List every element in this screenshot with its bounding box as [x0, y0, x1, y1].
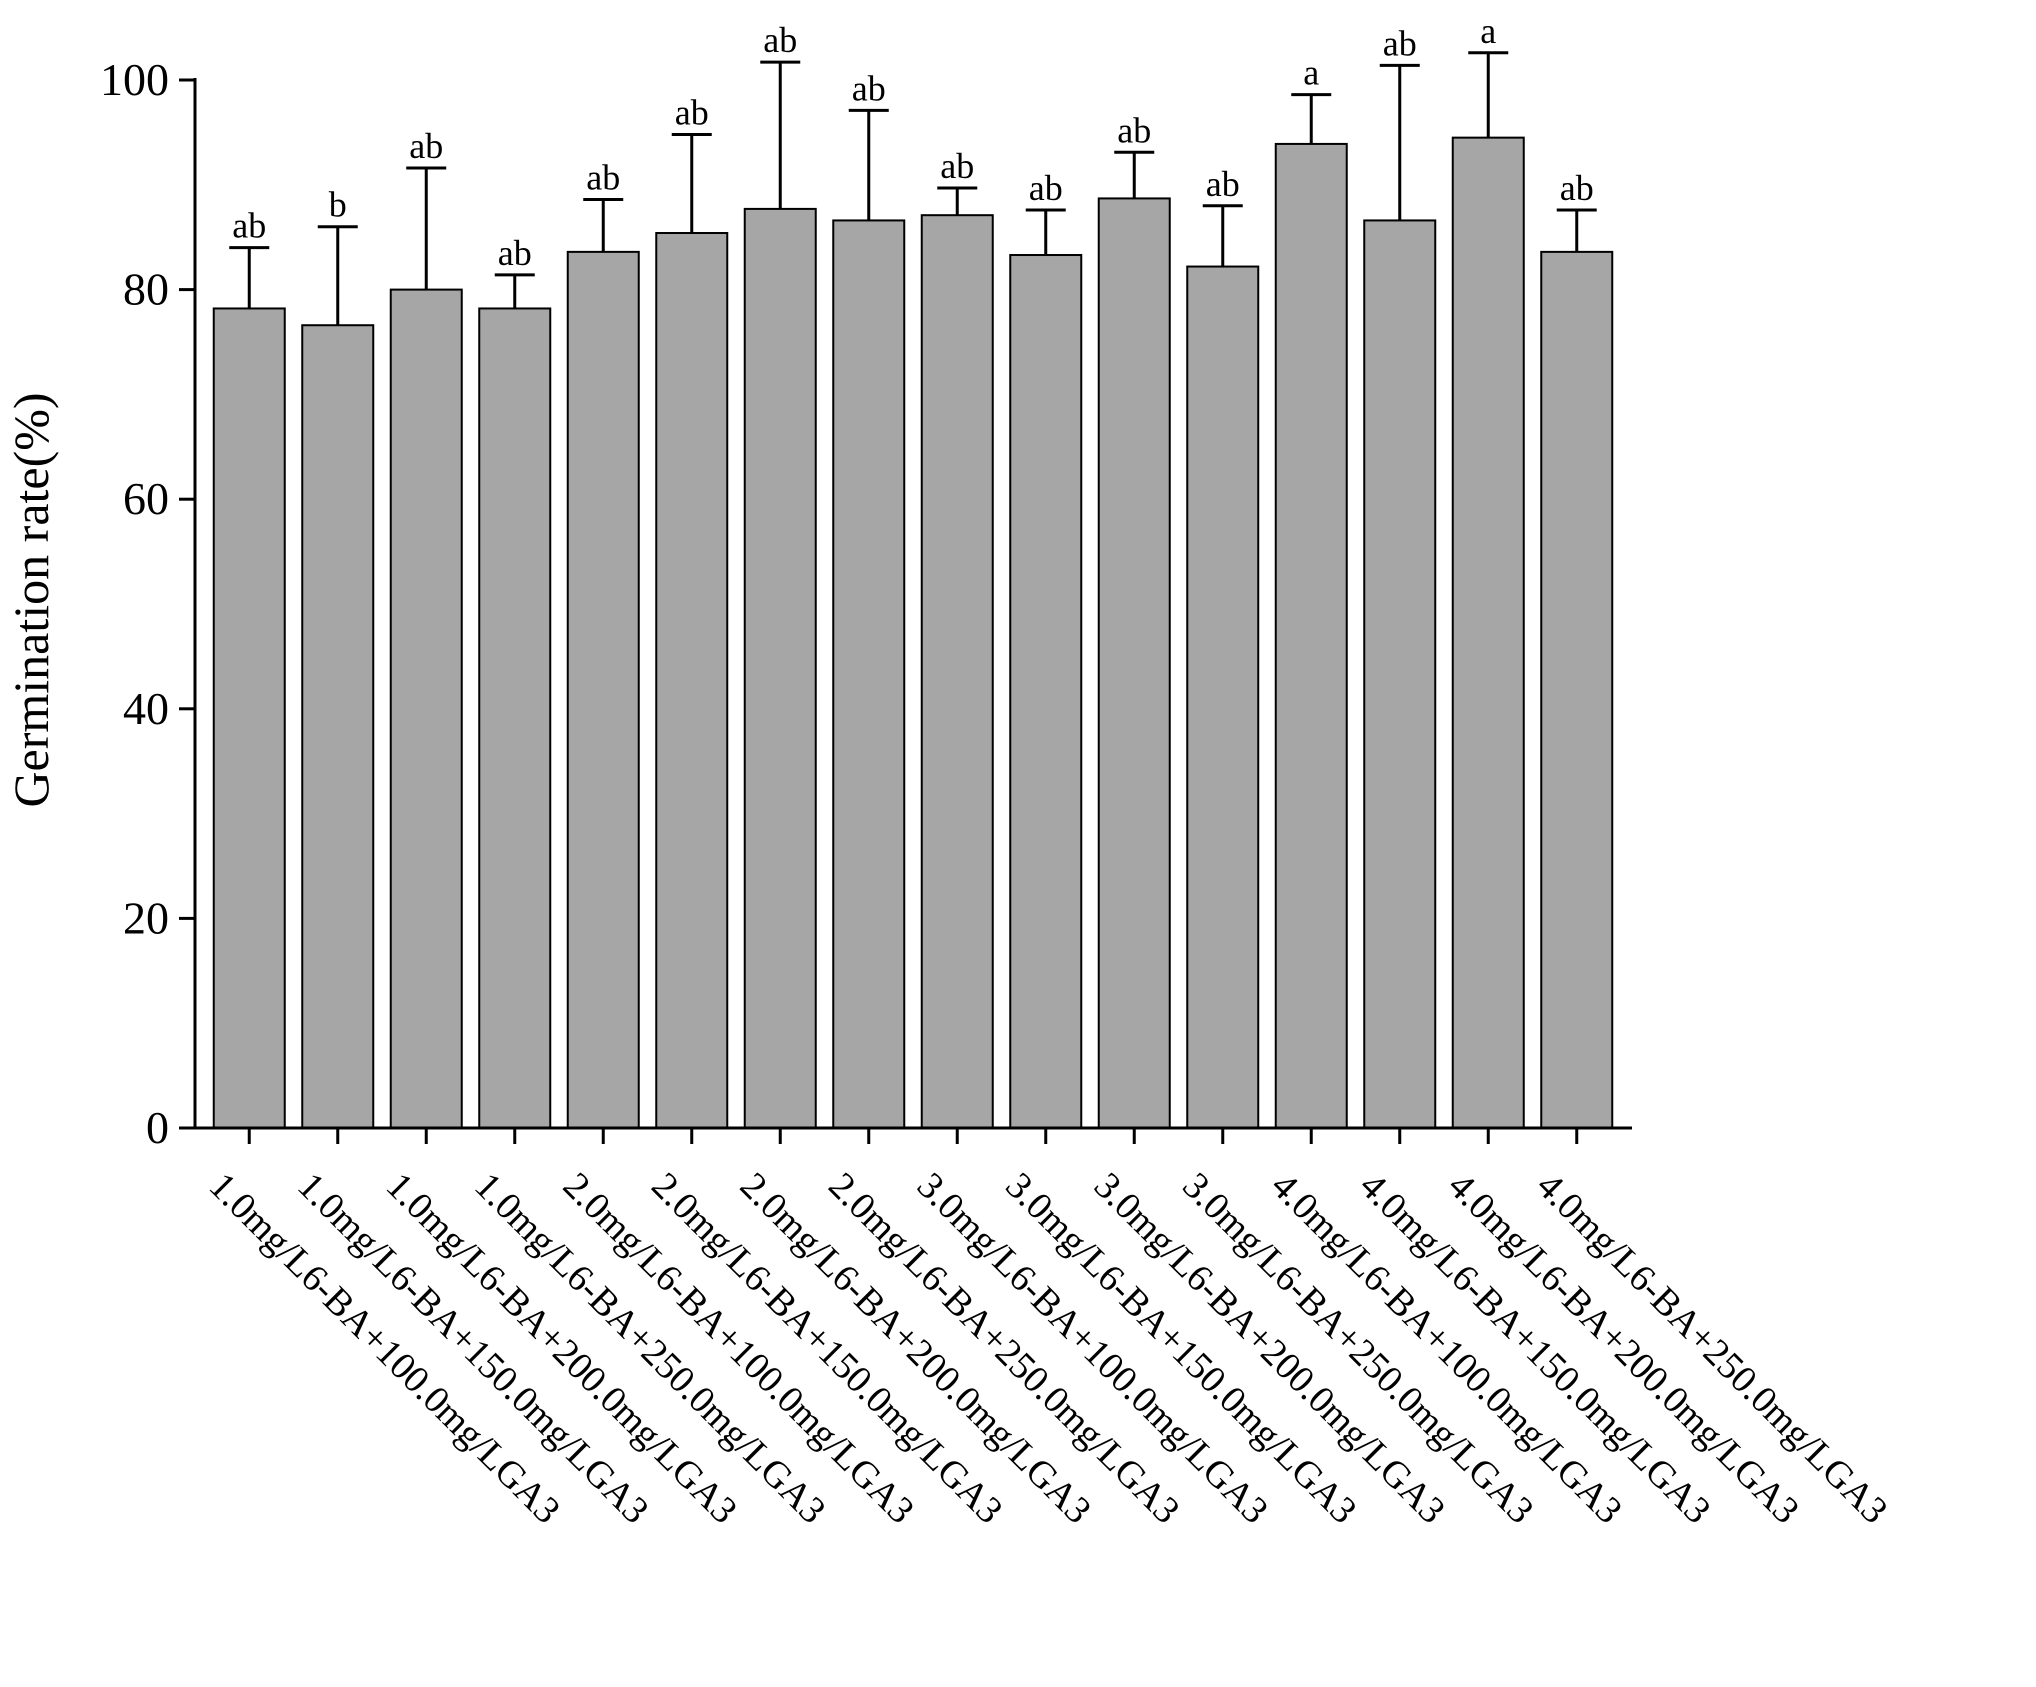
y-tick-label: 100	[100, 54, 169, 105]
error-bars	[229, 51, 1597, 326]
significance-label: ab	[763, 20, 797, 60]
significance-label: ab	[1029, 168, 1063, 208]
significance-label: ab	[409, 126, 443, 166]
significance-label: ab	[1383, 23, 1417, 63]
significance-label: ab	[1206, 164, 1240, 204]
bar	[655, 232, 729, 1129]
significance-label: ab	[675, 92, 709, 132]
significance-label: ab	[852, 68, 886, 108]
bar	[212, 307, 286, 1129]
bar	[1363, 219, 1437, 1129]
y-tick-label: 60	[123, 473, 169, 524]
y-tick-label: 80	[123, 264, 169, 315]
bar	[478, 307, 552, 1129]
significance-label: ab	[940, 146, 974, 186]
y-tick-label: 0	[146, 1102, 169, 1153]
bar	[566, 250, 640, 1129]
bar	[301, 324, 375, 1129]
significance-label: ab	[586, 157, 620, 197]
significance-label: ab	[498, 233, 532, 273]
significance-label: a	[1303, 53, 1319, 93]
bar	[832, 219, 906, 1129]
significance-label: b	[329, 185, 347, 225]
bar	[743, 207, 817, 1130]
bar	[920, 214, 994, 1129]
bar	[1540, 250, 1614, 1129]
bar	[389, 288, 463, 1130]
significance-label: ab	[1560, 168, 1594, 208]
x-axis: 1.0mg/L6-BA+100.0mg/LGA31.0mg/L6-BA+150.…	[194, 1126, 1896, 1532]
y-axis: 0 20 40 60 80 100	[100, 54, 197, 1153]
bar	[1097, 197, 1171, 1129]
significance-label: ab	[1117, 110, 1151, 150]
significance-label: a	[1480, 11, 1496, 51]
bars	[212, 136, 1614, 1130]
bar	[1186, 265, 1260, 1129]
y-axis-title: Germination rate(%)	[3, 392, 59, 807]
bar	[1009, 254, 1083, 1130]
significance-labels: ab b ab ab ab ab ab ab ab ab ab ab a ab a ab	[232, 11, 1593, 273]
bar	[1274, 142, 1348, 1130]
bar	[1451, 136, 1525, 1129]
significance-label: ab	[232, 206, 266, 246]
y-tick-label: 20	[123, 892, 169, 943]
y-tick-label: 40	[123, 683, 169, 734]
